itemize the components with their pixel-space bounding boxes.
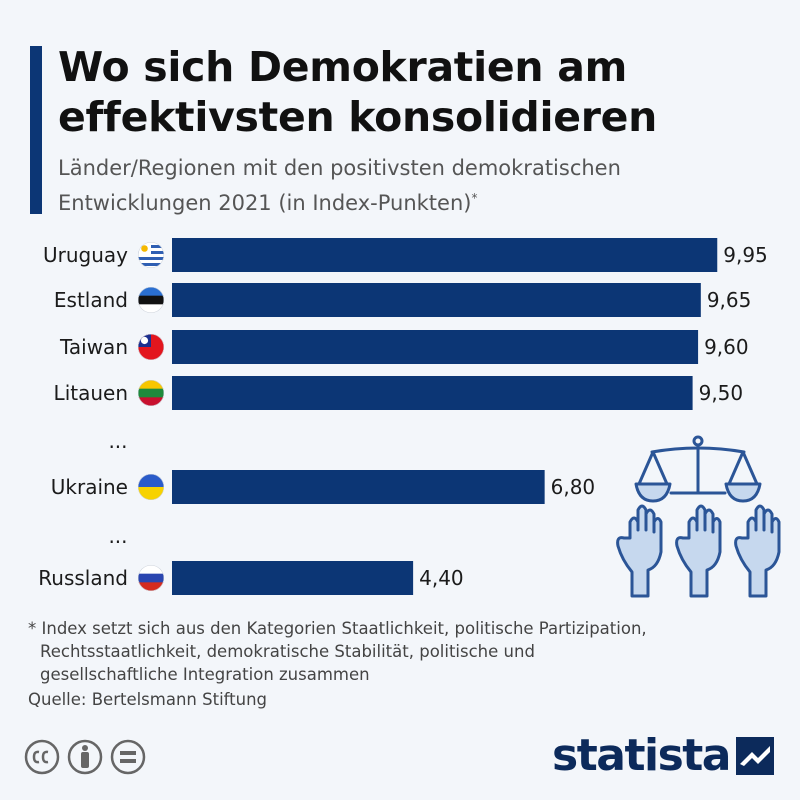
uruguay-flag-icon	[138, 242, 164, 268]
ellipsis-label: ...	[108, 524, 127, 548]
source-note: Quelle: Bertelsmann Stiftung	[28, 690, 268, 709]
bar[interactable]	[172, 283, 701, 317]
estonia-flag-icon	[138, 287, 164, 313]
footnote-line: gesellschaftliche Integration zusammen	[40, 665, 370, 684]
value-label: 4,40	[419, 566, 464, 590]
value-label: 6,80	[551, 475, 596, 499]
category-label: Ukraine	[51, 475, 128, 499]
category-label: Russland	[38, 566, 128, 590]
bar[interactable]	[172, 330, 699, 364]
logo-text: statista	[552, 730, 731, 781]
value-label: 9,50	[699, 381, 744, 405]
bars-layer: Uruguay 9,95 Estland 9,65 Taiwan 9,60 Litauen 9…	[38, 238, 768, 595]
by-attribution-icon[interactable]	[67, 739, 103, 775]
title-accent-bar	[30, 46, 42, 214]
statista-logo-icon	[736, 737, 774, 775]
lithuania-flag-icon	[138, 380, 164, 406]
license-icons	[24, 739, 146, 775]
bar[interactable]	[172, 238, 718, 272]
value-label: 9,65	[707, 288, 752, 312]
cc-icon[interactable]	[24, 739, 60, 775]
bar[interactable]	[172, 376, 693, 410]
ukraine-flag-icon	[138, 474, 164, 500]
category-label: Litauen	[54, 381, 128, 405]
nd-equals-icon[interactable]	[110, 739, 146, 775]
subtitle-footnote-marker: *	[471, 191, 478, 205]
scales-and-raised-hands-icon	[616, 435, 781, 598]
bar[interactable]	[172, 561, 414, 595]
category-label: Taiwan	[59, 335, 128, 359]
footnote-line: * Index setzt sich aus den Kategorien St…	[28, 619, 647, 638]
chart-subtitle: Länder/Regionen mit den positivsten demo…	[58, 153, 778, 218]
statista-logo[interactable]: statista	[552, 732, 774, 780]
category-label: Estland	[54, 288, 128, 312]
subtitle-text: Länder/Regionen mit den positivsten demo…	[58, 156, 621, 215]
russia-flag-icon	[138, 565, 164, 591]
footnote-line: Rechtsstaatlichkeit, demokratische Stabi…	[40, 642, 535, 661]
footnote: * Index setzt sich aus den Kategorien St…	[28, 617, 768, 686]
chart-title: Wo sich Demokratien am effektivsten kons…	[58, 43, 658, 141]
bar-chart: Uruguay 9,95 Estland 9,65 Taiwan 9,60 Litauen 9…	[38, 238, 781, 598]
ellipsis-label: ...	[108, 429, 127, 453]
bar[interactable]	[172, 470, 545, 504]
value-label: 9,95	[723, 243, 768, 267]
value-label: 9,60	[704, 335, 749, 359]
taiwan-flag-icon	[138, 334, 164, 360]
category-label: Uruguay	[43, 243, 128, 267]
